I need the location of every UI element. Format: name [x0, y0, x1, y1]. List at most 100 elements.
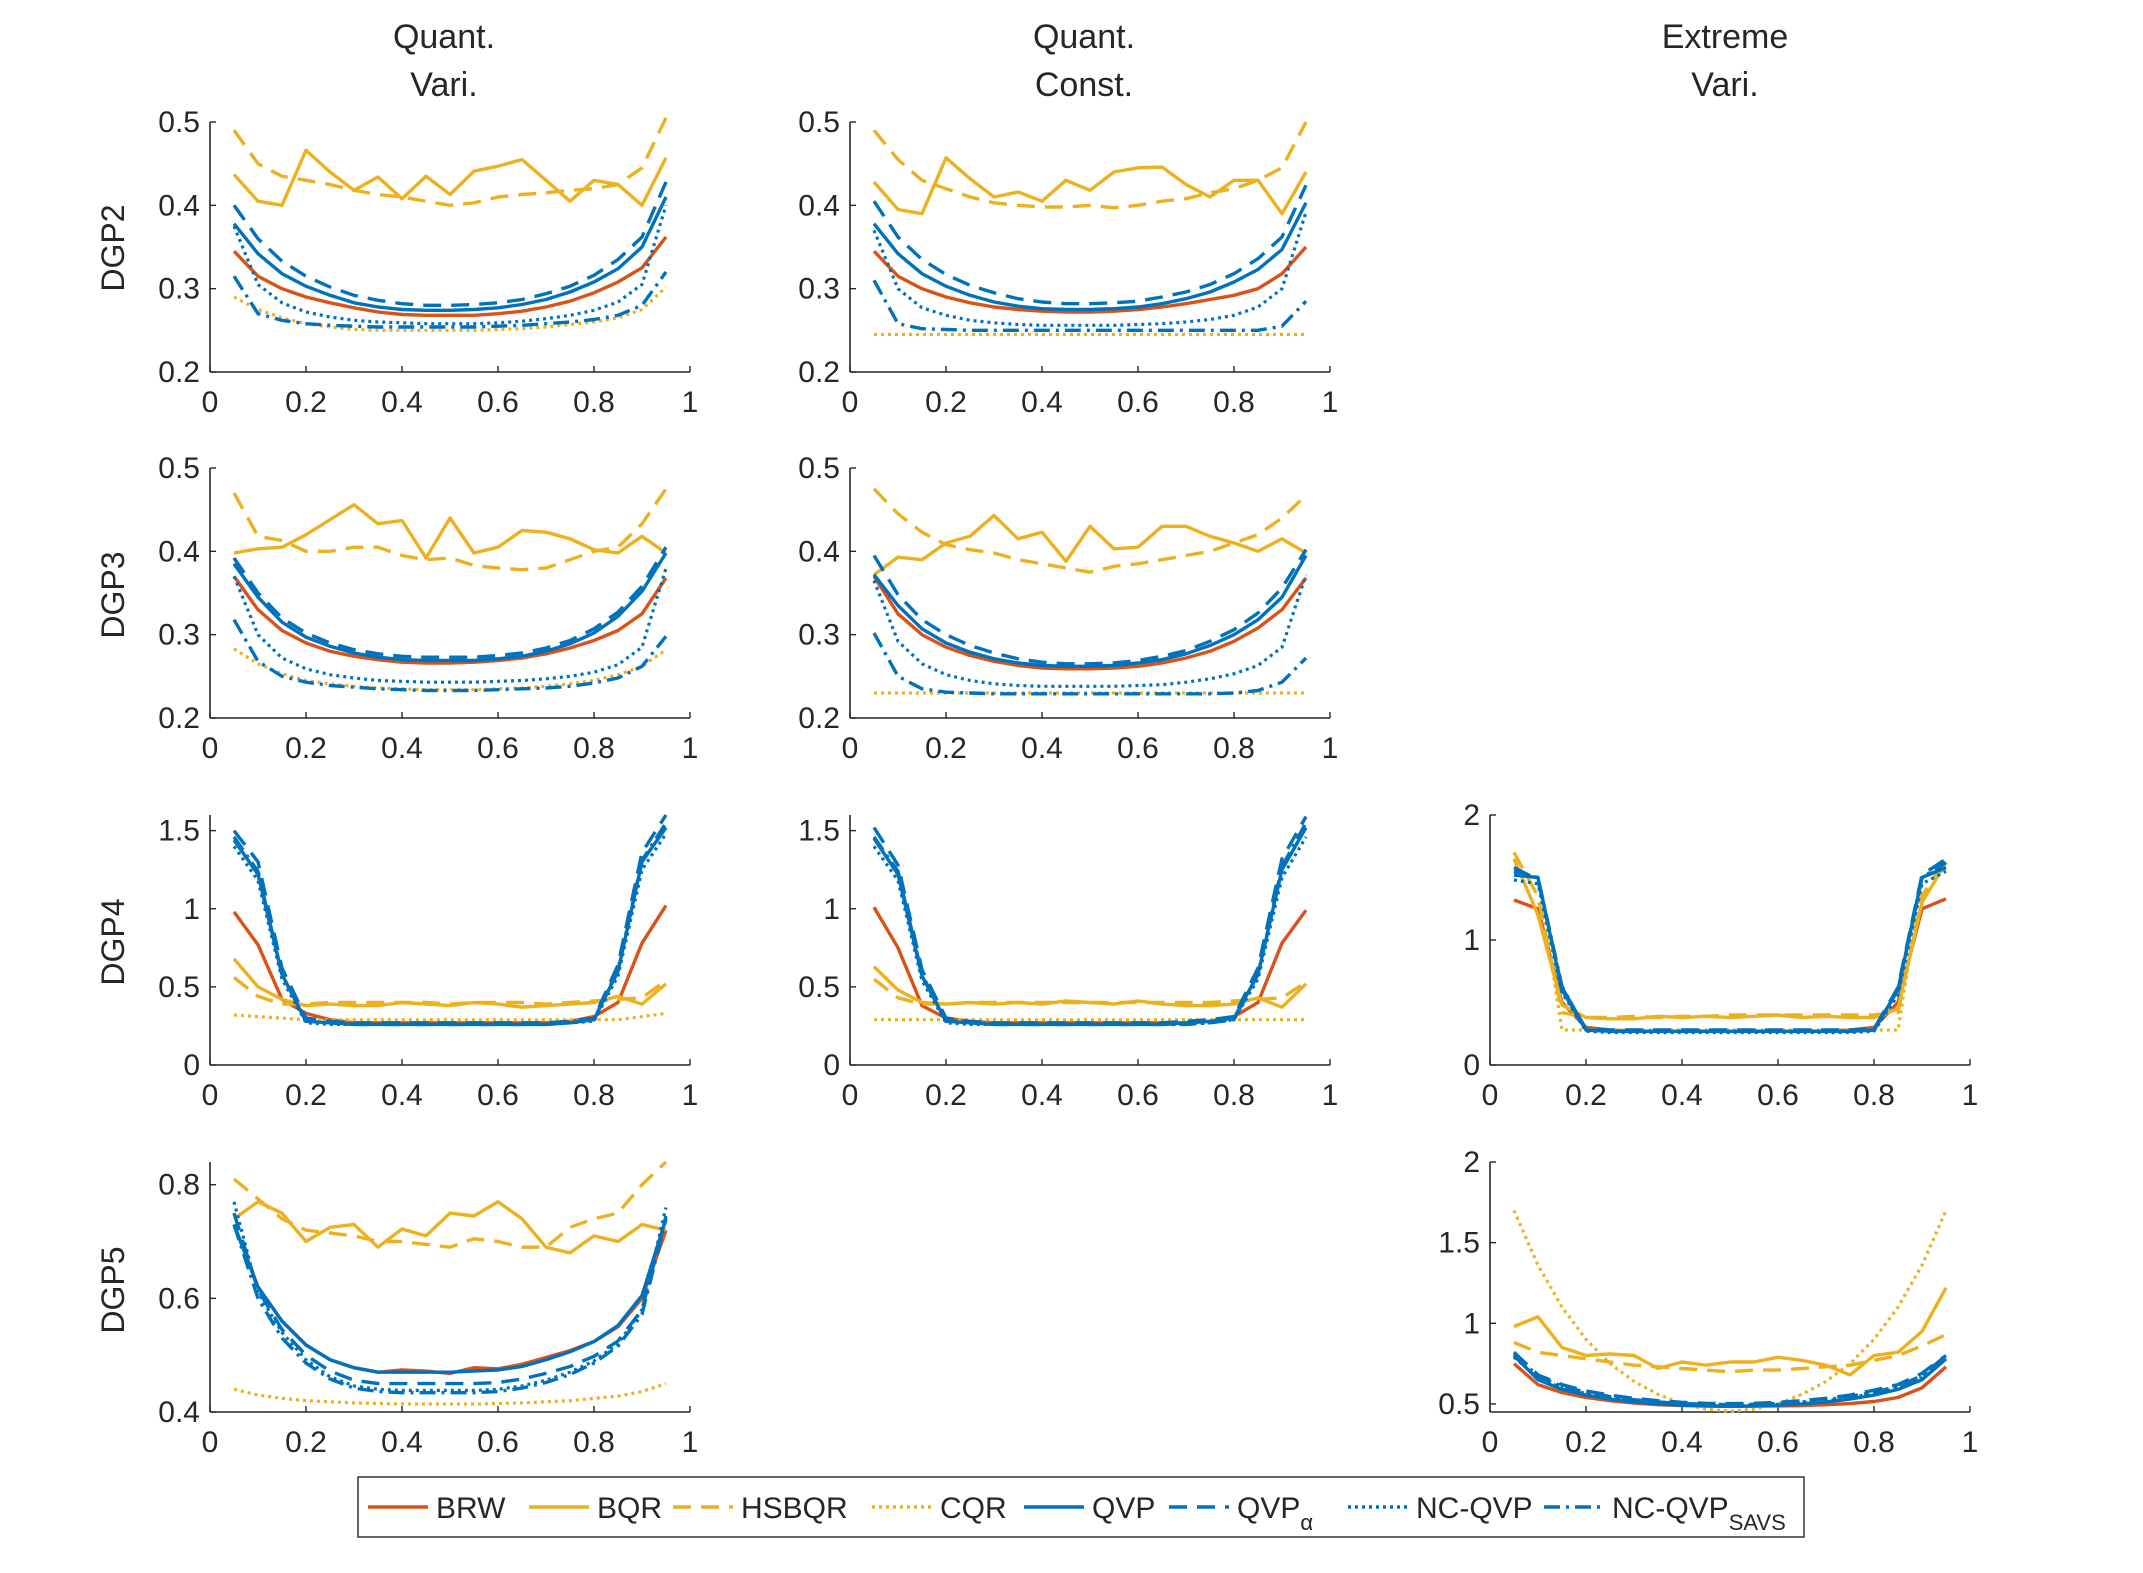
series-line-brw [1513, 897, 1947, 1034]
series-line-cqr [1513, 863, 1947, 1032]
x-tick-label: 0.8 [1213, 732, 1255, 765]
x-tick-label: 1 [682, 1426, 699, 1459]
y-tick-label: 0.5 [158, 106, 200, 139]
x-tick-label: 0.6 [1757, 1426, 1799, 1459]
series-line-brw [232, 235, 668, 317]
series-line-nc-qvp [232, 204, 668, 326]
series-line-brw [1512, 1362, 1948, 1409]
series-line-bqr [872, 513, 1307, 577]
row-label-dgp3: DGP3 [95, 551, 131, 638]
x-tick-label: 0.2 [285, 1079, 327, 1112]
x-tick-label: 0.6 [477, 386, 519, 419]
x-tick-label: 0.8 [573, 732, 615, 765]
y-tick-label: 1.5 [798, 815, 840, 848]
x-tick-label: 0.2 [925, 732, 967, 765]
x-tick-label: 0.2 [925, 1079, 967, 1112]
x-tick-label: 1 [1962, 1079, 1979, 1112]
x-tick-label: 0.4 [1021, 1079, 1063, 1112]
y-tick-label: 0.3 [798, 619, 840, 652]
y-tick-label: 0.4 [798, 535, 840, 568]
x-tick-label: 0.6 [477, 1426, 519, 1459]
series-line-qvp [872, 202, 1308, 312]
x-tick-label: 0.8 [1213, 1079, 1255, 1112]
x-tick-label: 0.6 [1117, 732, 1159, 765]
series-line-nc-qvp-savs [232, 821, 668, 1027]
y-tick-label: 0.5 [798, 452, 840, 485]
y-tick-label: 0.4 [798, 189, 840, 222]
series-line-qvp-alpha [232, 181, 668, 307]
y-tick-label: 0.8 [158, 1169, 200, 1202]
legend-label: NC-QVP [1416, 1492, 1533, 1525]
y-tick-label: 0 [823, 1049, 840, 1082]
y-tick-label: 0.5 [798, 971, 840, 1004]
legend-label: BRW [436, 1492, 506, 1525]
y-tick-label: 0.4 [158, 189, 200, 222]
column-title-2-line-1: Quant. [1033, 18, 1135, 56]
series-line-nc-qvp [872, 836, 1308, 1027]
series-line-cqr [233, 1382, 667, 1406]
row-label-dgp4: DGP4 [95, 898, 131, 985]
series-line-nc-qvp [232, 567, 668, 684]
column-title-1-line-2: Vari. [410, 66, 477, 104]
column-title-1-line-1: Quant. [393, 18, 495, 56]
x-tick-label: 0 [202, 386, 219, 419]
row-label-dgp5: DGP5 [95, 1246, 131, 1333]
y-tick-label: 0.3 [798, 273, 840, 306]
x-tick-label: 0.8 [573, 386, 615, 419]
series-line-hsbqr [232, 117, 668, 208]
legend-label: CQR [940, 1492, 1007, 1525]
series-line-cqr [1512, 1209, 1948, 1413]
x-tick-label: 0 [842, 386, 859, 419]
series-line-nc-qvp-savs [872, 632, 1308, 696]
series-line-hsbqr [872, 487, 1308, 574]
legend-entry-qvp: QVP [1024, 1492, 1155, 1525]
x-tick-label: 0 [842, 1079, 859, 1112]
series-line-nc-qvp [872, 211, 1308, 327]
series-line-nc-qvp [1513, 869, 1947, 1035]
series-line-nc-qvp-savs [232, 618, 668, 693]
y-tick-label: 1.5 [1438, 1227, 1480, 1260]
y-tick-label: 0.4 [158, 1396, 200, 1429]
y-tick-label: 0.5 [1438, 1388, 1480, 1421]
panel-dgp2-quant-vari: 0 0.2 0.4 0.6 0.8 10.20.30.40.5 [158, 106, 698, 419]
x-tick-label: 0.2 [1565, 1426, 1607, 1459]
panel-dgp4-extreme-vari: 0 0.2 0.4 0.6 0.8 1 0 1 2 [1463, 799, 1978, 1112]
series-line-bqr [872, 965, 1308, 1009]
series-line-qvp [232, 1218, 668, 1374]
y-tick-label: 0.2 [798, 702, 840, 735]
y-tick-label: 1 [823, 893, 840, 926]
y-tick-label: 1 [1463, 924, 1480, 957]
x-tick-label: 0 [202, 732, 219, 765]
legend-label-subscript: α [1300, 1510, 1313, 1535]
x-tick-label: 0.6 [477, 1079, 519, 1112]
legend-label: HSBQR [741, 1492, 848, 1525]
legend-label-subscript: SAVS [1729, 1510, 1786, 1535]
x-tick-label: 1 [682, 732, 699, 765]
x-tick-label: 0.6 [1757, 1079, 1799, 1112]
x-tick-label: 0.2 [285, 386, 327, 419]
panel-dgp5-extreme-vari: 0 0.2 0.4 0.6 0.8 1 0.5 1 1.5 2 [1438, 1146, 1978, 1459]
panel-dgp3-quant-const: 0 0.2 0.4 0.6 0.8 10.20.30.40.5 [798, 452, 1338, 765]
series-line-qvp [872, 554, 1308, 668]
legend-label: QVP [1092, 1492, 1155, 1525]
series-line-brw [232, 575, 668, 665]
series-line-qvp-alpha [1513, 857, 1947, 1032]
y-tick-label: 0 [1463, 1049, 1480, 1082]
column-title-3-line-1: Extreme [1662, 18, 1789, 56]
column-titles: Quant. Vari. Quant. Const. Extreme Vari. [393, 18, 1788, 104]
column-title-2-line-2: Const. [1035, 66, 1133, 104]
series-line-nc-qvp [232, 1201, 668, 1393]
y-tick-label: 0.5 [798, 106, 840, 139]
y-tick-label: 0.6 [158, 1282, 200, 1315]
series-line-nc-qvp-savs [1512, 1352, 1948, 1407]
y-tick-label: 0.3 [158, 619, 200, 652]
legend: BRW BQR HSBQR CQR QVP QVPα NC-QVP NC-QVPSAVS [357, 1476, 1805, 1538]
series-line-nc-qvp [232, 832, 668, 1027]
series-line-cqr [233, 1011, 667, 1022]
y-tick-label: 0.2 [158, 702, 200, 735]
x-tick-label: 0.4 [381, 732, 423, 765]
x-tick-label: 0.4 [1661, 1079, 1703, 1112]
y-tick-label: 0 [183, 1049, 200, 1082]
column-title-3-line-2: Vari. [1691, 66, 1758, 104]
legend-entry-bqr: BQR [529, 1492, 662, 1525]
